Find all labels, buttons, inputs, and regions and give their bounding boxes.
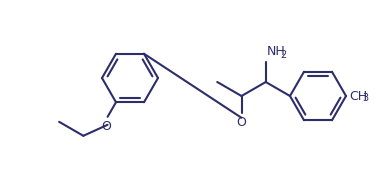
Text: O: O xyxy=(102,120,111,133)
Text: O: O xyxy=(236,116,247,129)
Text: NH: NH xyxy=(267,45,286,58)
Text: 2: 2 xyxy=(280,50,286,60)
Text: 3: 3 xyxy=(362,93,368,103)
Text: CH: CH xyxy=(349,90,367,103)
